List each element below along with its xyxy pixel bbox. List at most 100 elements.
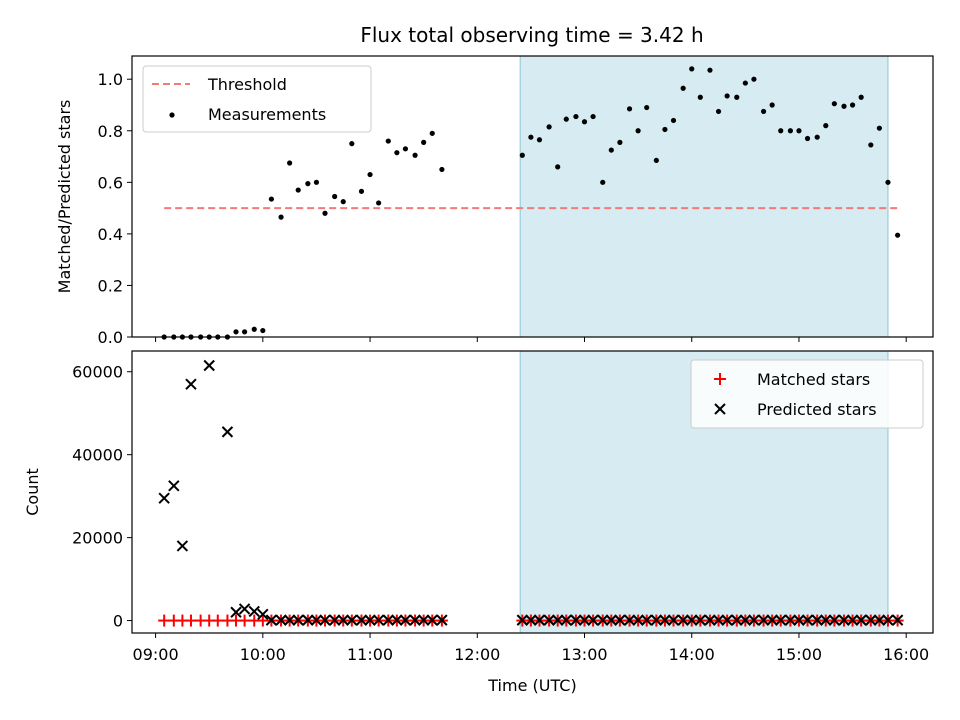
predicted-star-marker [694, 614, 707, 626]
x-tick-label: 14:00 [669, 645, 715, 664]
x-tick-label: 16:00 [883, 645, 929, 664]
predicted-star-marker [409, 614, 421, 626]
predicted-star-marker [605, 614, 618, 626]
measurement-point [295, 187, 301, 193]
measurement-point [849, 102, 856, 108]
predicted-star-marker [748, 614, 760, 626]
predicted-star-marker [632, 614, 644, 626]
measurement-point [608, 147, 614, 153]
predicted-star-marker [203, 359, 215, 372]
bottom-x-ticks: 09:00 10:00 11:00 12:00 13:00 14:00 15:00 16:00 [133, 633, 929, 664]
measurement-point [536, 137, 543, 143]
measurement-point [590, 113, 596, 120]
measurement-point [340, 199, 346, 205]
measurement-points [161, 66, 901, 340]
measurement-point [429, 130, 435, 136]
predicted-star-marker [667, 614, 680, 626]
predicted-star-marker [784, 614, 797, 626]
predicted-star-marker [686, 614, 698, 626]
top-y-tick-label: 0.0 [98, 328, 123, 347]
measurement-point [626, 106, 633, 112]
measurement-point [831, 101, 837, 107]
measurement-point [689, 66, 695, 72]
legend-threshold-label: Threshold [207, 75, 287, 94]
x-tick-label: 12:00 [454, 645, 500, 664]
bottom-y-tick-label: 60000 [72, 363, 123, 382]
measurement-point [617, 139, 623, 145]
predicted-star-marker [382, 614, 394, 626]
predicted-star-marker [873, 614, 886, 626]
measurement-point [555, 164, 561, 170]
predicted-star-marker [838, 614, 850, 626]
measurement-point [635, 128, 641, 134]
measurement-point [402, 146, 409, 152]
top-legend: Threshold Measurements [142, 65, 372, 133]
measurement-point [796, 128, 802, 134]
measurement-point [804, 135, 811, 142]
measurement-point [734, 94, 740, 100]
predicted-star-marker [248, 605, 260, 618]
predicted-star-marker [560, 614, 572, 626]
measurement-point [322, 210, 328, 216]
top-x-ticks [155, 337, 907, 342]
top-y-tick-label: 1.0 [98, 70, 123, 89]
measurement-point [644, 104, 650, 111]
measurement-point [707, 67, 713, 73]
measurement-point [760, 108, 767, 115]
predicted-star-marker [640, 614, 653, 626]
predicted-star-marker [391, 614, 403, 626]
measurement-point [421, 139, 427, 145]
bottom-legend-box [690, 359, 924, 429]
measurement-point [313, 179, 320, 185]
measurement-point [581, 119, 588, 125]
top-y-tick-label: 0.4 [98, 225, 123, 244]
bottom-y-tick-label: 40000 [72, 446, 123, 465]
predicted-star-marker [721, 614, 733, 626]
measurement-point [573, 113, 579, 120]
predicted-star-marker [766, 614, 778, 626]
measurement-point [697, 94, 703, 100]
measurement-point [287, 160, 293, 166]
measurement-point [439, 166, 445, 173]
measurement-point [724, 93, 730, 99]
predicted-star-marker [257, 608, 269, 621]
measurement-point [260, 327, 266, 334]
x-tick-label: 13:00 [561, 645, 607, 664]
measurement-point [670, 117, 677, 124]
measurement-point [600, 179, 606, 185]
predicted-star-marker [775, 614, 787, 626]
predicted-star-marker [417, 614, 430, 626]
predicted-star-marker [551, 614, 564, 626]
predicted-star-marker [659, 614, 671, 626]
predicted-star-marker [533, 614, 546, 626]
measurement-point [394, 150, 400, 156]
measurement-point [868, 142, 874, 148]
predicted-star-marker [712, 614, 725, 626]
top-y-tick-label: 0.8 [98, 122, 123, 141]
predicted-star-marker [426, 614, 438, 626]
measurement-point [332, 193, 338, 200]
measurement-point [412, 152, 418, 158]
chart-title: Flux total observing time = 3.42 h [360, 23, 703, 47]
legend-predicted-label: Predicted stars [757, 400, 877, 419]
measurement-point [885, 179, 891, 185]
predicted-star-marker [731, 614, 743, 626]
measurement-point [876, 125, 882, 131]
predicted-star-marker [328, 614, 341, 626]
predicted-star-marker [739, 614, 752, 626]
predicted-star-marker [865, 614, 877, 626]
predicted-star-marker [855, 614, 867, 626]
bottom-y-tick-label: 0 [113, 612, 123, 631]
predicted-star-marker [185, 378, 197, 390]
x-tick-label: 09:00 [133, 645, 179, 664]
predicted-star-marker [587, 614, 599, 626]
top-axes-frame [131, 55, 934, 338]
top-y-axis-label: Matched/Predicted stars [55, 100, 74, 294]
measurement-point [278, 214, 284, 220]
predicted-star-marker [623, 614, 636, 626]
measurement-point [662, 126, 668, 133]
bottom-y-ticks: 0 20000 40000 60000 [72, 363, 132, 631]
measurement-point [814, 134, 820, 140]
measurement-point [778, 128, 784, 134]
